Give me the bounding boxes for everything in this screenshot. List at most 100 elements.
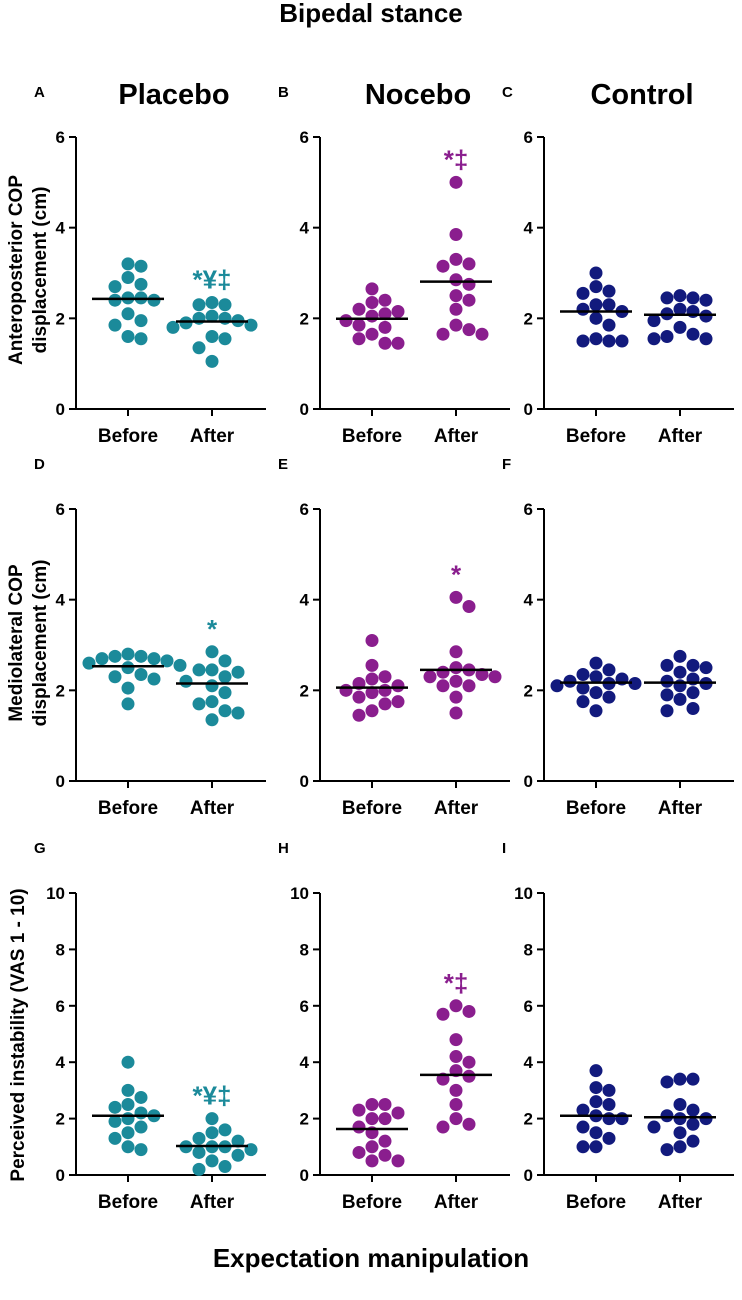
data-point-before	[121, 647, 135, 661]
y-tick-label: 0	[56, 400, 65, 419]
data-point-after	[686, 305, 700, 319]
data-point-before	[365, 704, 379, 718]
data-point-before	[391, 1106, 405, 1120]
data-point-before	[365, 309, 379, 323]
data-point-after	[423, 670, 437, 684]
data-point-before	[121, 661, 135, 675]
data-point-before	[615, 334, 629, 348]
data-point-after	[673, 692, 687, 706]
panel-letter-e: E	[278, 456, 288, 473]
data-point-after	[231, 706, 245, 720]
data-point-after	[205, 695, 219, 709]
data-point-after	[673, 1072, 687, 1086]
y-tick-label: 2	[56, 309, 65, 328]
data-point-after	[218, 704, 232, 718]
data-point-after	[449, 302, 463, 316]
data-point-after	[231, 665, 245, 679]
data-point-before	[352, 1103, 366, 1117]
data-point-before	[589, 311, 603, 325]
data-point-after	[192, 663, 206, 677]
data-point-after	[436, 259, 450, 273]
data-point-before	[576, 667, 590, 681]
data-point-after	[449, 273, 463, 287]
data-point-before	[160, 654, 174, 668]
data-point-before	[602, 284, 616, 298]
data-point-after	[673, 679, 687, 693]
data-point-after	[205, 663, 219, 677]
panel-f: F 0 2 4 6 Before After	[502, 456, 734, 819]
data-point-after	[205, 295, 219, 309]
data-point-before	[352, 1145, 366, 1159]
data-point-after	[686, 1134, 700, 1148]
x-category-after: After	[190, 426, 235, 447]
data-point-after	[686, 701, 700, 715]
data-point-after	[436, 1007, 450, 1021]
data-point-after	[192, 298, 206, 312]
data-point-after	[205, 713, 219, 727]
data-point-after	[449, 318, 463, 332]
data-point-before	[339, 314, 353, 328]
panel-letter-c: C	[502, 84, 513, 101]
significance-marker-b: *‡	[444, 144, 469, 174]
panel-d: D 0 2 4 6 Before After *	[34, 456, 266, 819]
data-point-after	[218, 1160, 232, 1174]
data-point-after	[449, 1098, 463, 1111]
data-point-before	[365, 282, 379, 296]
data-point-before	[378, 1148, 392, 1162]
y-tick-label: 4	[300, 1053, 310, 1072]
data-point-after	[218, 332, 232, 346]
significance-marker-h: *‡	[444, 968, 469, 998]
data-point-after	[179, 316, 193, 330]
data-point-before	[352, 1120, 366, 1134]
data-point-before	[121, 1083, 135, 1097]
x-category-after: After	[434, 426, 479, 447]
data-point-after	[462, 679, 476, 693]
data-point-before	[378, 320, 392, 334]
data-point-after	[166, 320, 180, 334]
x-category-after: After	[434, 1192, 479, 1213]
y-tick-label: 6	[524, 500, 533, 519]
data-point-after	[218, 654, 232, 668]
data-point-before	[147, 652, 161, 666]
data-point-after	[192, 1145, 206, 1159]
data-point-after	[462, 277, 476, 291]
data-point-before	[108, 649, 122, 663]
data-point-after	[673, 665, 687, 679]
data-point-after	[449, 1083, 463, 1097]
data-point-before	[365, 1112, 379, 1126]
data-point-before	[589, 704, 603, 718]
panel-e: E 0 2 4 6 Before After *	[278, 456, 510, 819]
significance-marker-g: *¥‡	[192, 1081, 231, 1111]
data-point-after	[462, 1117, 476, 1131]
data-point-before	[602, 1098, 616, 1111]
data-point-before	[134, 259, 148, 273]
data-point-after	[218, 311, 232, 325]
y-tick-label: 8	[524, 940, 533, 959]
data-point-before	[108, 318, 122, 332]
data-point-after	[660, 1075, 674, 1089]
y-tick-label: 0	[300, 400, 309, 419]
data-point-before	[576, 1120, 590, 1134]
data-point-after	[647, 332, 661, 346]
data-point-after	[660, 658, 674, 672]
panel-letter-b: B	[278, 84, 289, 101]
data-point-after	[673, 1140, 687, 1154]
data-point-before	[628, 677, 642, 691]
panel-i: I 0 2 4 6 8 10 Before After	[502, 840, 734, 1213]
data-point-after	[462, 1055, 476, 1069]
data-point-after	[647, 1120, 661, 1134]
y-tick-label: 2	[524, 1110, 533, 1129]
data-point-before	[121, 697, 135, 711]
data-point-before	[134, 1106, 148, 1120]
data-point-after	[192, 341, 206, 355]
y-tick-label: 0	[524, 772, 533, 791]
data-point-before	[589, 1140, 603, 1154]
data-point-before	[589, 280, 603, 294]
data-point-before	[365, 1098, 379, 1111]
y-tick-label: 2	[524, 309, 533, 328]
data-point-after	[449, 1050, 463, 1064]
data-point-after	[449, 661, 463, 675]
data-point-before	[378, 336, 392, 350]
y-tick-label: 4	[56, 219, 66, 238]
